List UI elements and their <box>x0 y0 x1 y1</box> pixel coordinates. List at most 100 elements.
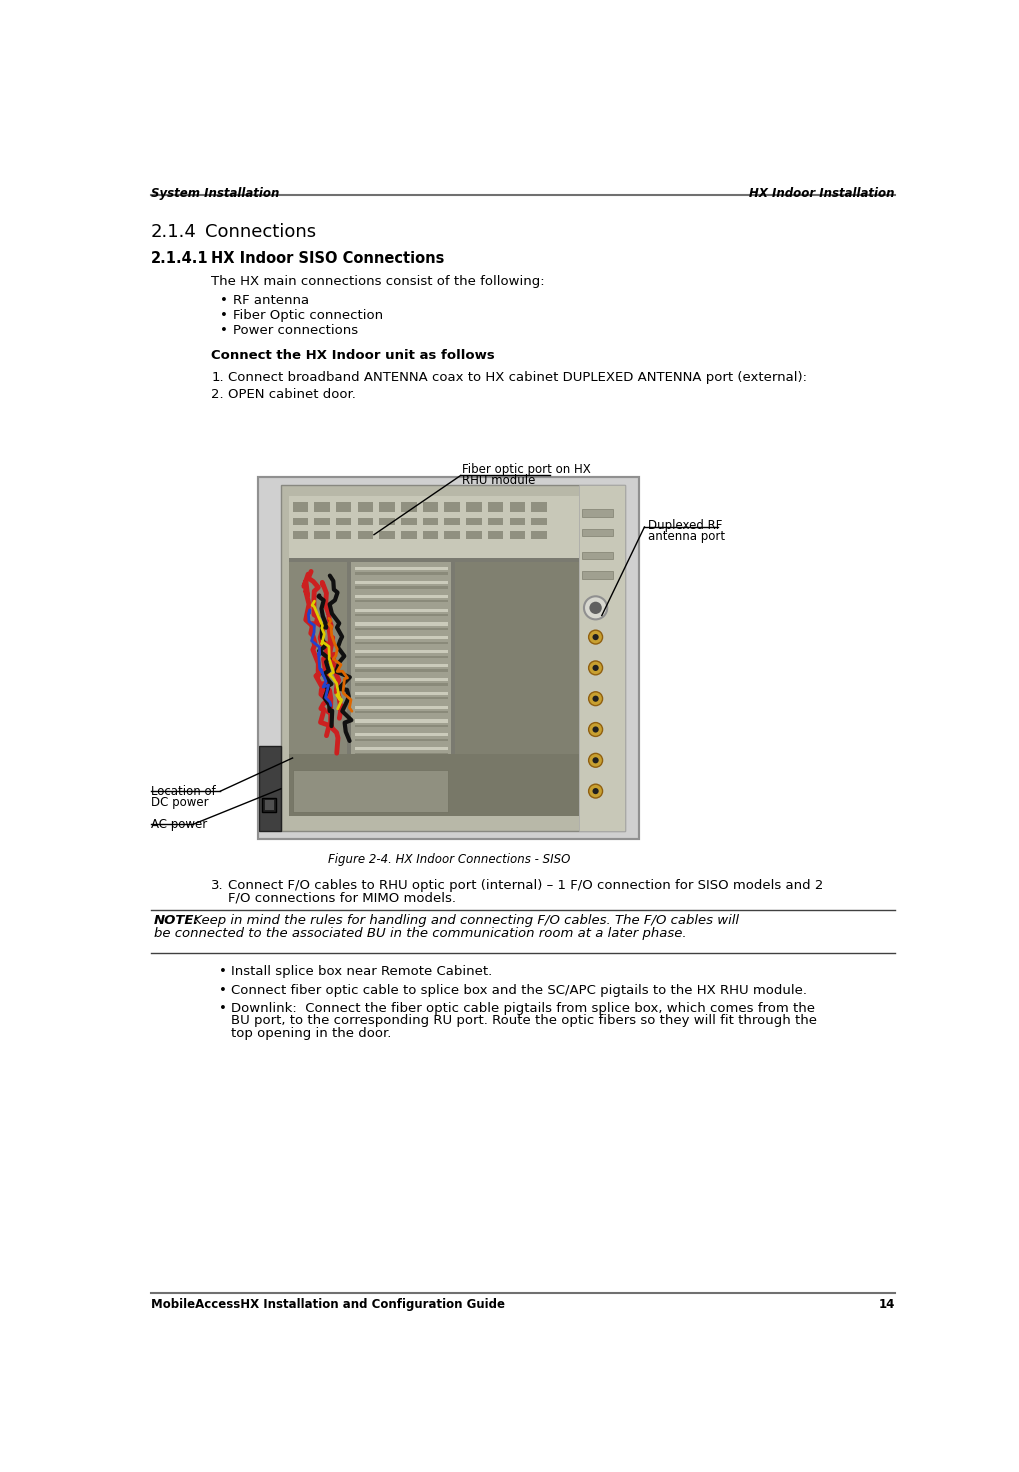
Bar <box>355 608 447 612</box>
Circle shape <box>592 696 598 702</box>
Bar <box>582 528 612 536</box>
Circle shape <box>588 661 602 674</box>
Text: 1.: 1. <box>211 371 223 384</box>
Bar <box>582 509 612 517</box>
Bar <box>355 698 447 699</box>
Text: 2.1.4: 2.1.4 <box>151 222 197 241</box>
Circle shape <box>592 665 598 671</box>
Bar <box>510 502 525 512</box>
Circle shape <box>592 634 598 640</box>
Bar <box>288 496 578 558</box>
Bar <box>355 692 447 695</box>
Bar <box>466 518 481 526</box>
Text: Connect fiber optic cable to splice box and the SC/APC pigtails to the HX RHU mo: Connect fiber optic cable to splice box … <box>231 983 807 997</box>
Bar <box>379 502 394 512</box>
Text: HX Indoor SISO Connections: HX Indoor SISO Connections <box>211 250 444 265</box>
Bar <box>355 586 447 589</box>
Text: Downlink:  Connect the fiber optic cable pigtails from splice box, which comes f: Downlink: Connect the fiber optic cable … <box>231 1002 814 1016</box>
Bar <box>444 518 460 526</box>
Bar <box>355 655 447 658</box>
Bar <box>355 733 447 736</box>
Bar <box>355 679 447 682</box>
Circle shape <box>589 602 601 614</box>
Bar <box>531 518 546 526</box>
Text: Figure 2-4. HX Indoor Connections - SISO: Figure 2-4. HX Indoor Connections - SISO <box>328 852 570 866</box>
Bar <box>288 562 346 754</box>
Circle shape <box>592 757 598 764</box>
Bar <box>422 502 438 512</box>
Bar <box>487 518 503 526</box>
Circle shape <box>588 723 602 736</box>
Circle shape <box>588 630 602 645</box>
Circle shape <box>584 596 606 620</box>
Bar <box>335 518 352 526</box>
Bar <box>454 562 578 754</box>
Bar <box>355 724 447 727</box>
Text: Connections: Connections <box>205 222 316 241</box>
Bar <box>355 752 447 755</box>
Bar <box>582 552 612 559</box>
Text: Install splice box near Remote Cabinet.: Install splice box near Remote Cabinet. <box>231 966 492 977</box>
Bar <box>358 502 373 512</box>
Bar <box>466 531 481 539</box>
Text: 14: 14 <box>877 1298 894 1310</box>
Text: Duplexed RF: Duplexed RF <box>648 520 722 533</box>
Bar <box>355 567 447 570</box>
Bar <box>400 502 416 512</box>
Bar <box>355 664 447 667</box>
Bar <box>335 531 352 539</box>
Text: RHU module: RHU module <box>462 474 535 487</box>
Bar <box>379 518 394 526</box>
Text: F/O connections for MIMO models.: F/O connections for MIMO models. <box>228 891 455 904</box>
Text: top opening in the door.: top opening in the door. <box>231 1027 391 1039</box>
Bar <box>379 531 394 539</box>
Bar <box>288 496 578 815</box>
Bar <box>355 601 447 602</box>
Text: MobileAccessHX Installation and Configuration Guide: MobileAccessHX Installation and Configur… <box>151 1298 504 1310</box>
Bar <box>355 629 447 630</box>
Bar <box>355 683 447 686</box>
Text: Connect F/O cables to RHU optic port (internal) – 1 F/O connection for SISO mode: Connect F/O cables to RHU optic port (in… <box>228 879 822 892</box>
Bar <box>487 502 503 512</box>
Bar <box>292 518 308 526</box>
Text: HX Indoor Installation: HX Indoor Installation <box>749 187 894 200</box>
Bar <box>292 502 308 512</box>
Bar <box>288 754 578 815</box>
Bar <box>262 798 276 813</box>
Circle shape <box>588 785 602 798</box>
Bar <box>531 531 546 539</box>
Text: RF antenna: RF antenna <box>232 294 309 306</box>
Bar <box>531 502 546 512</box>
Bar <box>355 573 447 574</box>
Bar <box>264 799 274 811</box>
Bar <box>259 746 280 832</box>
Text: •: • <box>219 966 226 977</box>
Text: •: • <box>220 294 228 306</box>
Text: Location of: Location of <box>151 785 215 798</box>
Bar <box>355 670 447 671</box>
Bar <box>487 531 503 539</box>
Bar <box>355 705 447 708</box>
Bar <box>578 484 625 832</box>
Text: 3.: 3. <box>211 879 223 892</box>
Bar <box>358 518 373 526</box>
Bar <box>314 502 329 512</box>
Bar <box>314 518 329 526</box>
Bar <box>466 502 481 512</box>
Text: Keep in mind the rules for handling and connecting F/O cables. The F/O cables wi: Keep in mind the rules for handling and … <box>190 914 739 927</box>
Bar <box>351 562 451 754</box>
Bar <box>358 531 373 539</box>
Text: 2.: 2. <box>211 387 223 400</box>
Bar <box>400 531 416 539</box>
Circle shape <box>592 726 598 733</box>
Bar <box>400 518 416 526</box>
Bar <box>258 477 638 839</box>
Bar <box>314 531 329 539</box>
Text: OPEN cabinet door.: OPEN cabinet door. <box>228 387 356 400</box>
Bar <box>292 531 308 539</box>
Text: The HX main connections consist of the following:: The HX main connections consist of the f… <box>211 275 544 289</box>
Text: •: • <box>220 309 228 322</box>
Bar <box>355 739 447 740</box>
Bar <box>355 595 447 598</box>
Bar <box>355 748 447 751</box>
